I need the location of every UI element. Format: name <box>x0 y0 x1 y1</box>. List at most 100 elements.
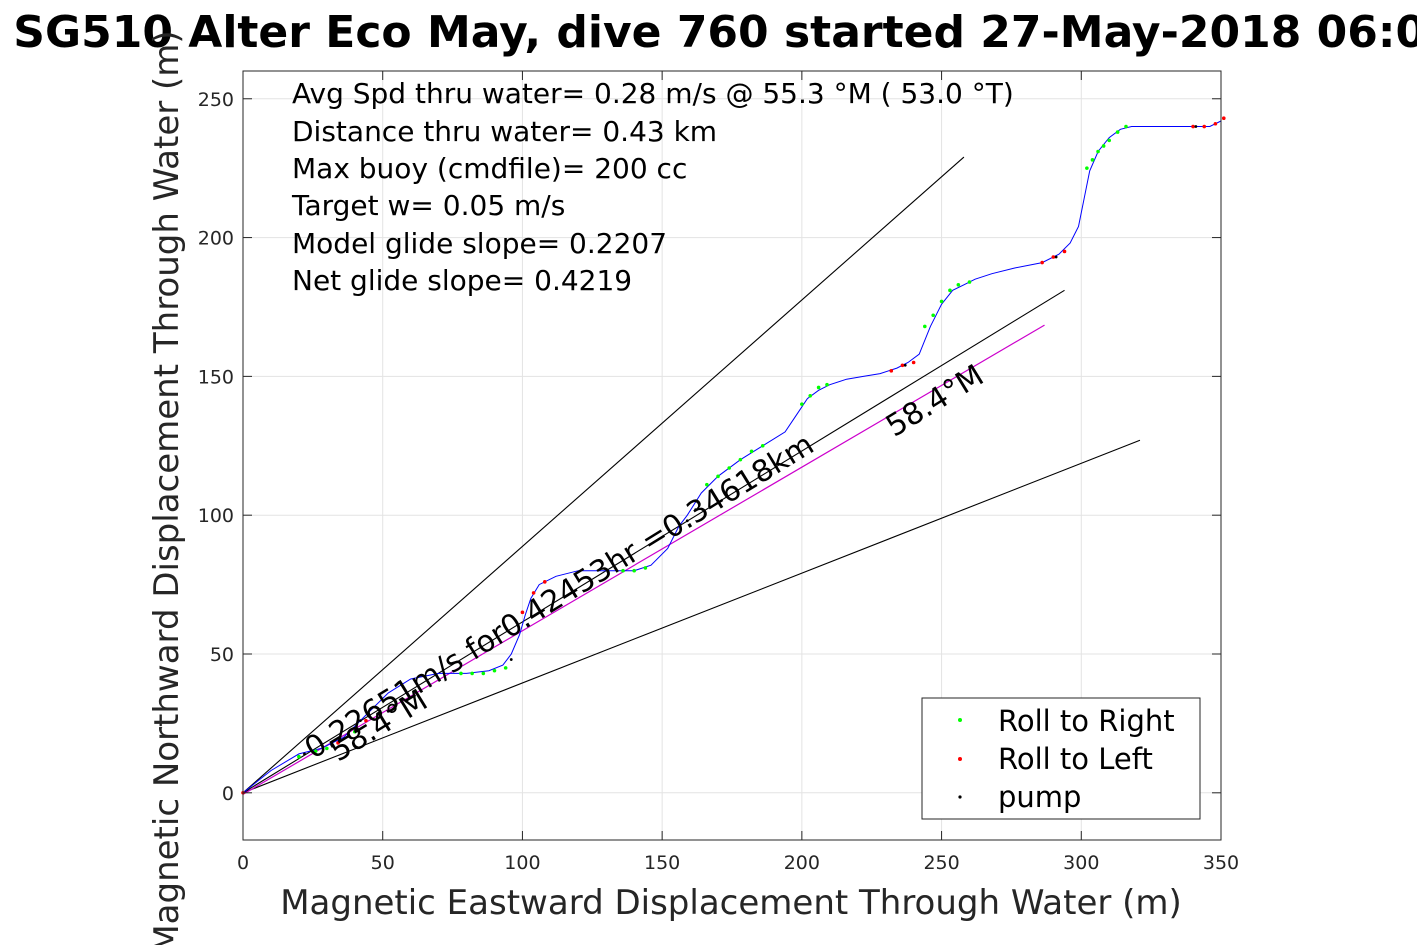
point-roll-to-left <box>911 360 916 365</box>
point-roll-to-right <box>621 568 625 573</box>
x-tick-label: 300 <box>1063 852 1099 874</box>
point-roll-to-right <box>956 282 961 287</box>
x-tick-label: 150 <box>644 852 680 874</box>
point-pump <box>685 519 689 523</box>
point-roll-to-right <box>313 749 318 753</box>
point-roll-to-right <box>1124 124 1128 129</box>
point-roll-to-right <box>967 280 972 284</box>
legend-box <box>921 697 1201 820</box>
point-pump <box>694 508 698 512</box>
legend-marker-pump <box>958 795 962 799</box>
point-roll-to-right <box>503 666 508 670</box>
y-tick-label: 200 <box>198 228 234 250</box>
point-roll-to-left <box>1213 121 1218 126</box>
point-roll-to-right <box>931 313 935 318</box>
point-roll-to-right <box>738 457 743 462</box>
chart-title: SG510 Alter Eco May, dive 760 started 27… <box>13 7 1417 58</box>
point-roll-to-left <box>900 363 905 368</box>
point-roll-to-right <box>749 449 754 454</box>
reference-line-upper <box>242 156 965 794</box>
legend: Roll to Right Roll to Left pump <box>921 697 1201 820</box>
x-axis-label: Magnetic Eastward Displacement Through W… <box>280 883 1182 923</box>
summary-line-max-buoy: Max buoy (cmdfile)= 200 cc <box>292 152 687 185</box>
point-roll-to-right <box>923 324 927 329</box>
reference-line-heading <box>242 289 1065 794</box>
y-tick-label: 50 <box>210 644 234 666</box>
legend-label-roll-left: Roll to Left <box>998 742 1153 776</box>
point-roll-to-right <box>800 402 804 406</box>
point-roll-to-left <box>364 718 368 723</box>
point-pump <box>903 363 907 367</box>
y-tick-label: 250 <box>198 89 234 111</box>
y-axis-label: Magnetic Northward Displacement Through … <box>147 30 187 945</box>
point-roll-to-left <box>336 741 340 745</box>
point-roll-to-right <box>1085 166 1089 170</box>
legend-marker-roll-right <box>958 718 962 722</box>
annotation-heading: 58.4°M <box>880 358 990 444</box>
summary-line-avg-speed: Avg Spd thru water= 0.28 m/s @ 55.3 °M (… <box>292 77 1014 110</box>
point-roll-to-right <box>939 299 944 304</box>
point-roll-to-right <box>1115 130 1120 134</box>
point-roll-to-right <box>325 746 329 751</box>
summary-line-distance: Distance thru water= 0.43 km <box>292 115 717 148</box>
point-roll-to-right <box>352 729 357 734</box>
x-tick-label: 250 <box>923 852 959 874</box>
summary-line-model-glide: Model glide slope= 0.2207 <box>292 227 667 260</box>
point-pump <box>1194 125 1198 128</box>
point-roll-to-right <box>492 668 497 673</box>
point-roll-to-left <box>1040 260 1044 265</box>
point-roll-to-left <box>1062 249 1067 254</box>
point-roll-to-right <box>643 566 648 570</box>
point-roll-to-right <box>727 466 732 470</box>
x-tick-label: 100 <box>504 852 540 874</box>
point-roll-to-left <box>889 369 894 373</box>
point-roll-to-right <box>1107 138 1112 143</box>
point-pump <box>358 719 362 723</box>
point-roll-to-left <box>542 580 547 584</box>
point-roll-to-right <box>808 394 813 398</box>
point-roll-to-right <box>459 671 463 676</box>
point-roll-to-right <box>816 385 821 390</box>
heading-overlay-line <box>242 324 1045 795</box>
legend-marker-roll-left <box>958 757 962 761</box>
reference-lines <box>242 156 1141 795</box>
x-tick-label: 0 <box>237 852 249 874</box>
x-tick-label: 50 <box>371 852 395 874</box>
point-pump <box>1054 255 1058 259</box>
x-tick-label: 200 <box>784 852 820 874</box>
point-roll-to-right <box>705 482 709 487</box>
point-roll-to-left <box>1051 255 1056 259</box>
x-tick-label: 350 <box>1203 852 1239 874</box>
y-tick-label: 150 <box>198 366 234 388</box>
legend-label-pump: pump <box>998 780 1081 814</box>
point-roll-to-right <box>1096 149 1100 154</box>
data-points <box>241 116 1226 795</box>
point-roll-to-right <box>825 382 829 387</box>
point-roll-to-left <box>1202 124 1207 129</box>
point-roll-to-right <box>632 568 636 573</box>
point-roll-to-right <box>716 474 720 479</box>
track-line <box>242 120 1222 794</box>
y-tick-label: 100 <box>198 505 234 527</box>
point-roll-to-left <box>531 591 536 595</box>
summary-line-target-w: Target w= 0.05 m/s <box>291 189 565 222</box>
point-roll-to-right <box>481 671 486 676</box>
axis-ticks: 0 50 100 150 200 250 300 350 0 50 100 150 200 250 <box>198 71 1239 874</box>
point-roll-to-left <box>520 610 525 615</box>
point-roll-to-right <box>470 671 474 676</box>
rotated-annotations: 0.22651m/s for0.42453hr =0.34618km58.4°M… <box>299 358 990 769</box>
point-pump <box>303 752 306 756</box>
summary-line-net-glide: Net glide slope= 0.4219 <box>292 264 632 297</box>
plot-frame <box>242 70 1222 841</box>
track <box>242 120 1222 794</box>
point-roll-to-right <box>297 754 301 759</box>
point-roll-to-right <box>1090 158 1095 162</box>
point-roll-to-right <box>948 288 952 293</box>
point-roll-to-left <box>1191 124 1195 129</box>
point-roll-to-right <box>760 443 765 448</box>
reference-line-lower <box>242 439 1141 794</box>
point-pump <box>509 658 513 661</box>
legend-label-roll-right: Roll to Right <box>998 704 1175 738</box>
point-roll-to-right <box>1101 144 1106 148</box>
